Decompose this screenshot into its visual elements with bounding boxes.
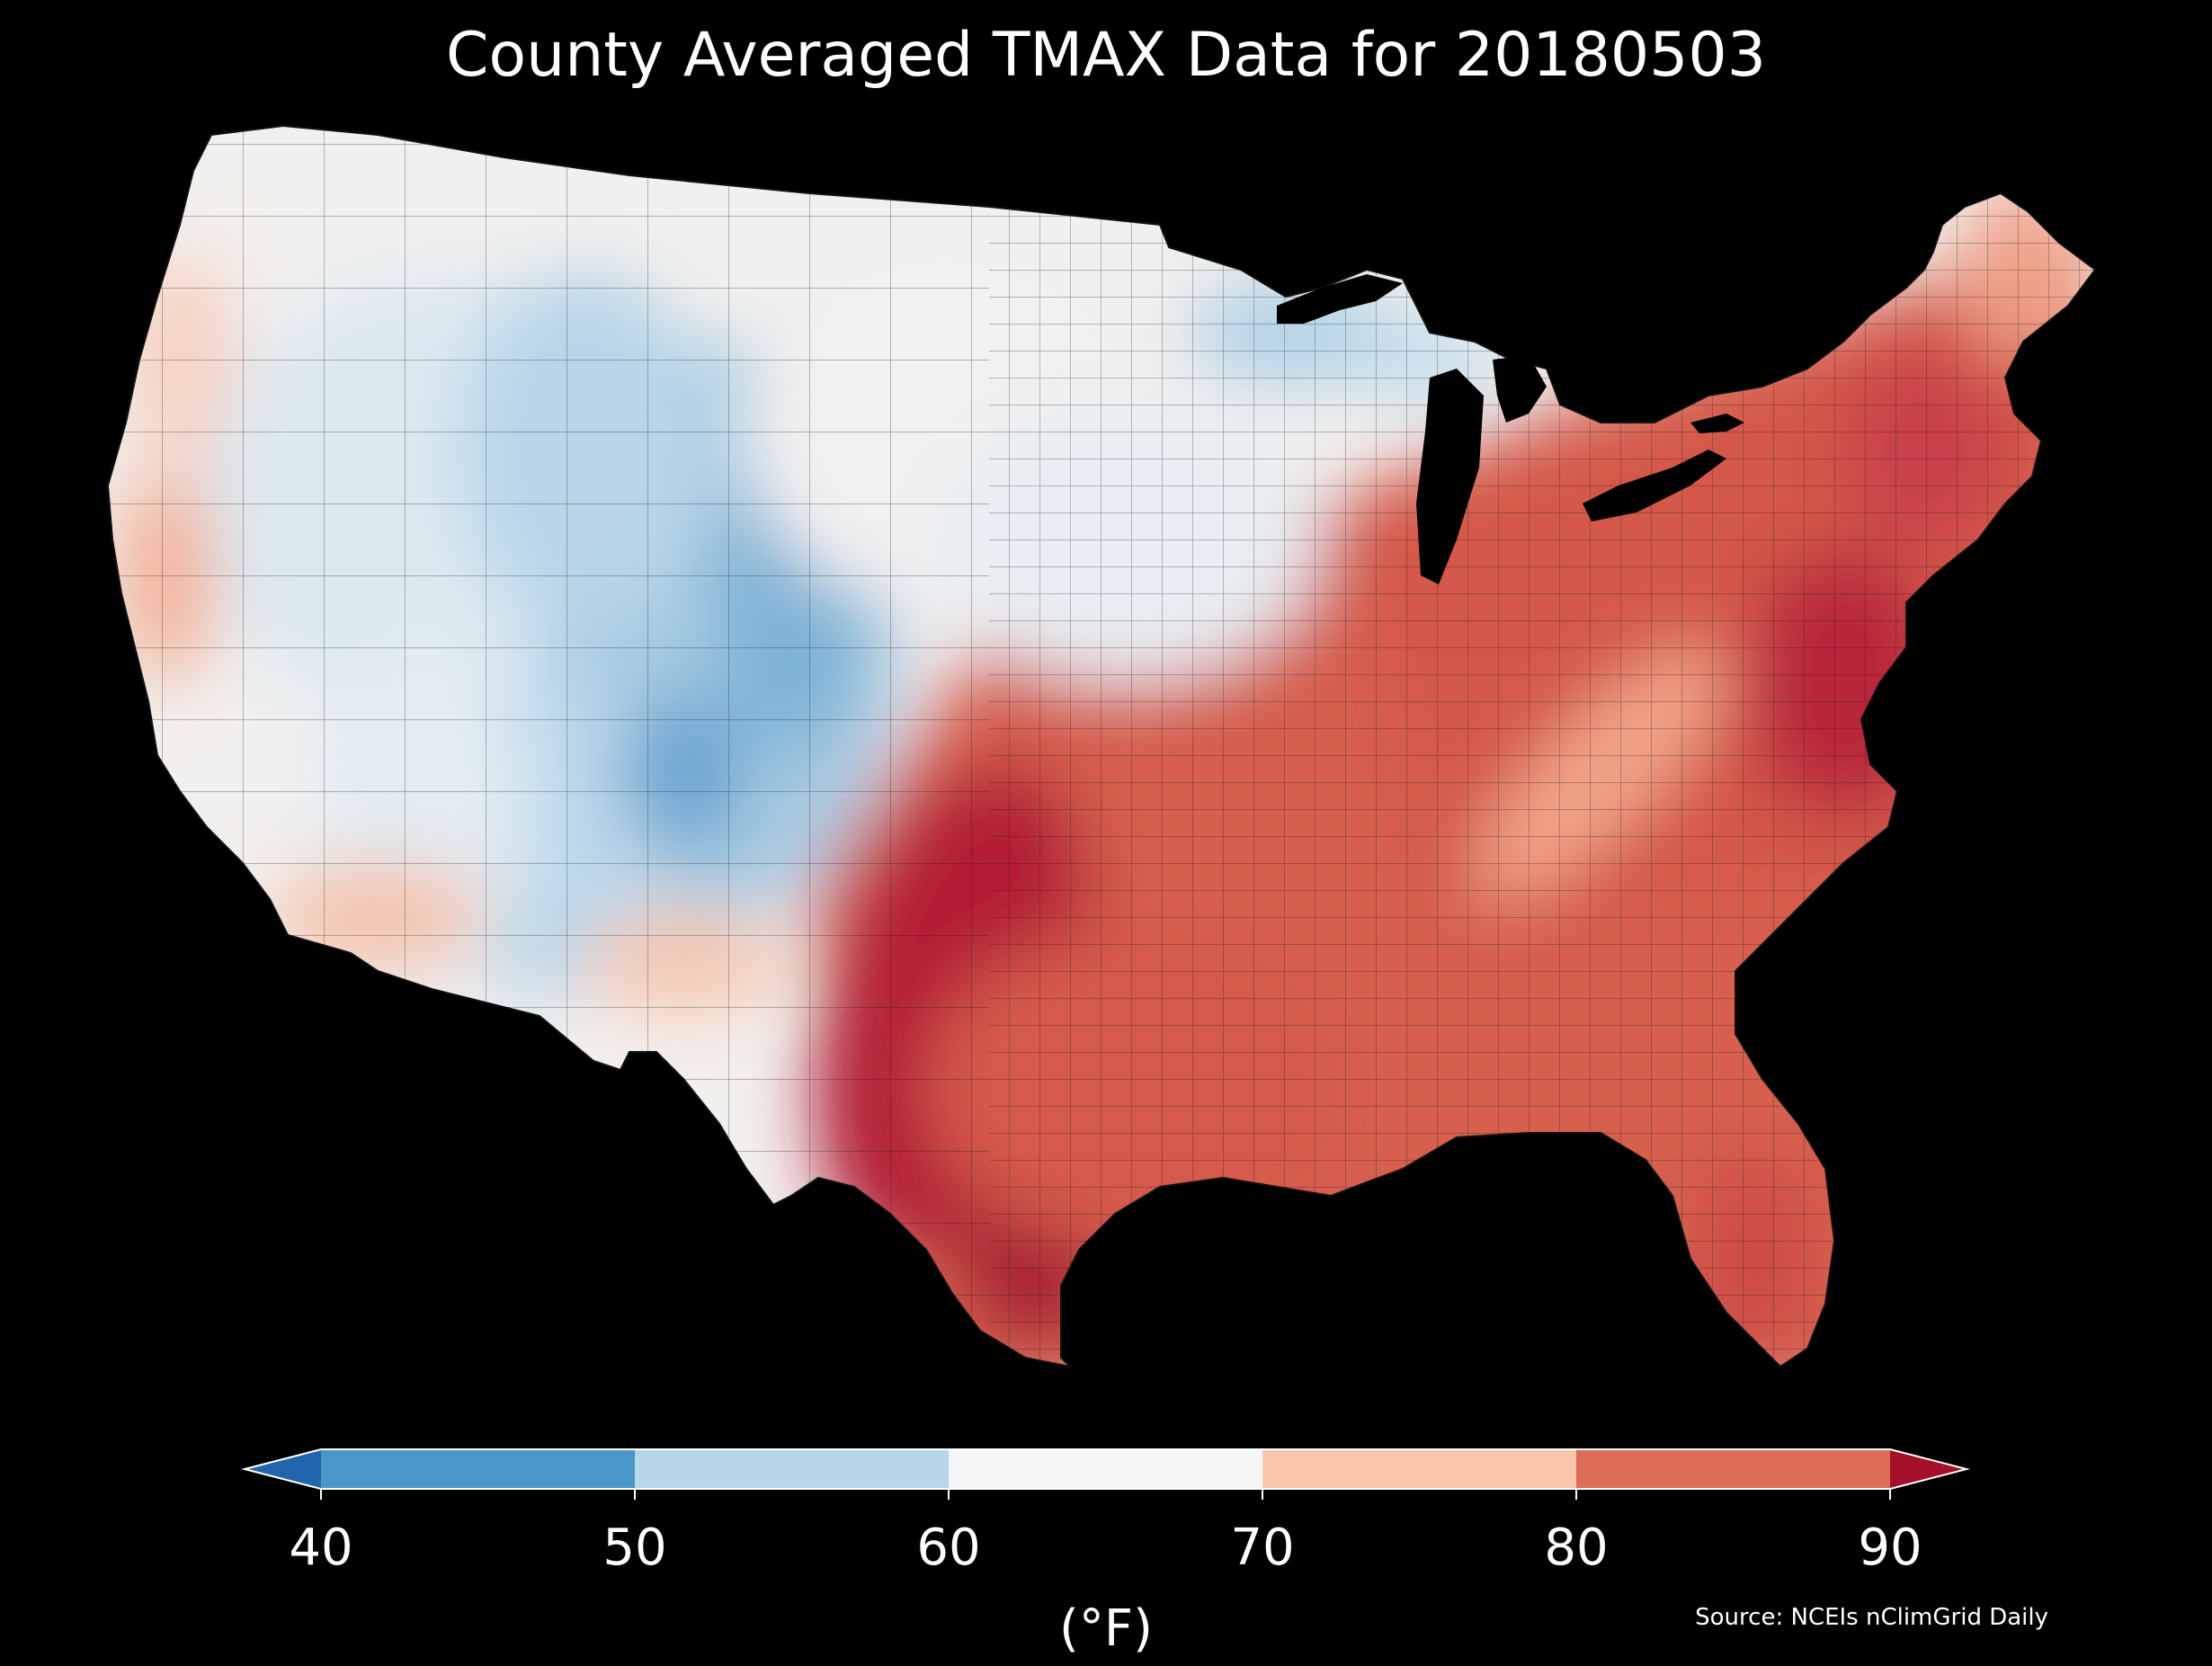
colorbar-bin-80-90 bbox=[1576, 1449, 1891, 1489]
colorbar-unit-label: (°F) bbox=[1059, 1599, 1153, 1658]
colorbar: 40 50 60 70 80 90 (°F) bbox=[0, 1430, 2212, 1658]
source-credit: Source: NCEIs nClimGrid Daily bbox=[1695, 1604, 2048, 1631]
tmax-map bbox=[107, 125, 2096, 1368]
colorbar-tick-label: 40 bbox=[289, 1519, 353, 1577]
map-title: County Averaged TMAX Data for 20180503 bbox=[446, 20, 1766, 91]
colorbar-tick-label: 50 bbox=[602, 1519, 667, 1577]
colorbar-under-arrow bbox=[245, 1449, 321, 1489]
great-lakes bbox=[1277, 274, 1744, 584]
colorbar-bin-50-60 bbox=[635, 1449, 950, 1489]
colorbar-tick-label: 80 bbox=[1544, 1519, 1609, 1577]
colorbar-bin-70-80 bbox=[1262, 1449, 1577, 1489]
colorbar-bin-60-70 bbox=[949, 1449, 1263, 1489]
colorbar-tick-label: 60 bbox=[916, 1519, 981, 1577]
colorbar-tick-label: 90 bbox=[1858, 1519, 1922, 1577]
colorbar-tick-label: 70 bbox=[1230, 1519, 1295, 1577]
colorbar-bin-40-50 bbox=[321, 1449, 636, 1489]
colorbar-over-arrow bbox=[1890, 1449, 1967, 1489]
